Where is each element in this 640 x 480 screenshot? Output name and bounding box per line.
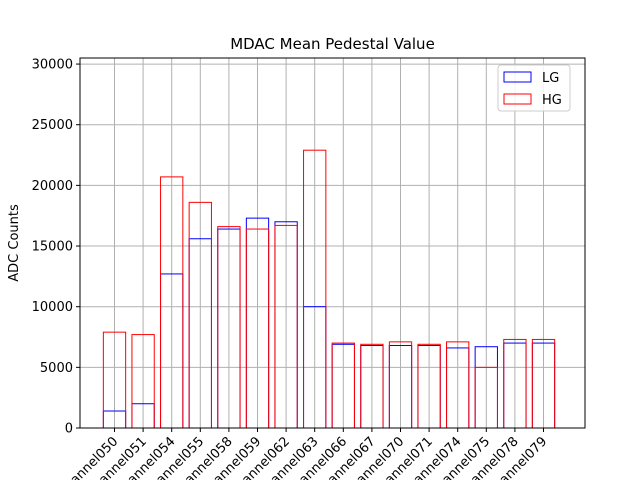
y-tick-label: 15000 — [32, 240, 73, 255]
y-tick-label: 20000 — [32, 179, 73, 194]
legend: LG HG — [497, 64, 571, 112]
y-tick-label: 25000 — [32, 118, 73, 133]
legend-label-lg: LG — [542, 71, 559, 86]
y-tick-label: 0 — [65, 422, 73, 437]
y-axis-label: ADC Counts — [7, 204, 22, 282]
legend-label-hg: HG — [542, 93, 562, 108]
plot-frame — [79, 57, 586, 429]
legend-swatch-hg — [503, 93, 532, 105]
grid — [80, 58, 585, 429]
y-tick-label: 10000 — [32, 300, 73, 315]
legend-swatch-lg — [503, 71, 532, 83]
y-tick-label: 5000 — [40, 361, 73, 376]
chart-title: MDAC Mean Pedestal Value — [230, 35, 435, 53]
legend-box — [497, 64, 571, 112]
y-tick-label: 30000 — [32, 58, 73, 73]
